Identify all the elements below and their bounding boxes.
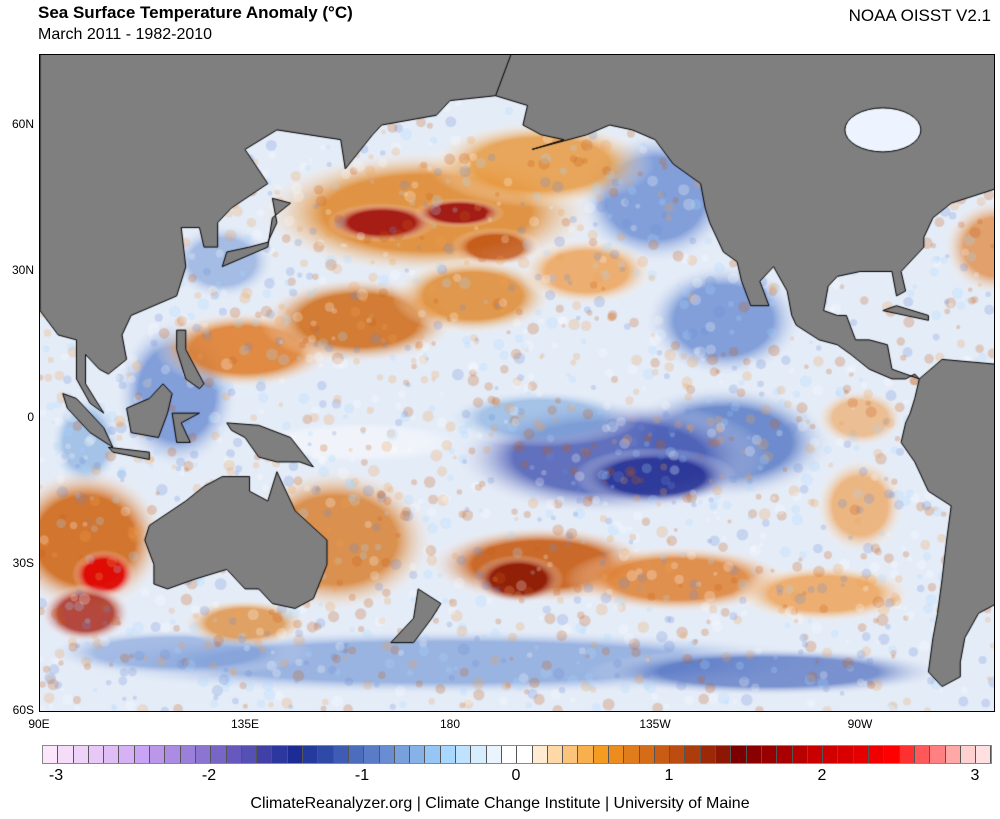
colorbar-swatch (318, 746, 334, 763)
colorbar-swatch (364, 746, 380, 763)
colorbar-swatch (853, 746, 870, 763)
colorbar-swatch (624, 746, 640, 763)
lon-label-90w: 90W (847, 717, 873, 731)
colorbar-swatch (884, 746, 900, 763)
colorbar-swatch (685, 746, 701, 763)
colorbar-swatch (73, 746, 89, 763)
colorbar-swatch (226, 746, 242, 763)
lon-label-90e: 90E (28, 717, 50, 731)
colorbar-swatch (425, 746, 441, 763)
lat-label-0: 0 (27, 410, 34, 424)
colorbar-swatch (578, 746, 594, 763)
colorbar-swatch (471, 746, 487, 763)
colorbar-swatch (517, 746, 533, 763)
colorbar-swatch (593, 746, 609, 763)
colorbar-swatch (43, 746, 59, 763)
colorbar-swatch (58, 746, 74, 763)
colorbar-swatch (716, 746, 732, 763)
dataset-label: NOAA OISST V2.1 (848, 6, 991, 25)
colorbar-swatch (930, 746, 946, 763)
colorbar-swatch (532, 746, 548, 763)
colorbar-label: -1 (354, 767, 370, 784)
colorbar (42, 745, 993, 764)
colorbar-swatch (608, 746, 625, 763)
colorbar-swatch (869, 746, 885, 763)
colorbar-swatch (899, 746, 915, 763)
colorbar-swatch (746, 746, 762, 763)
colorbar-swatch (348, 746, 365, 763)
colorbar-swatch (88, 746, 105, 763)
colorbar-swatch (976, 746, 992, 763)
colorbar-swatch (838, 746, 854, 763)
colorbar-swatch (195, 746, 212, 763)
credits-footer: ClimateReanalyzer.org | Climate Change I… (250, 795, 750, 812)
colorbar-swatch (823, 746, 839, 763)
lon-label-135e: 135E (230, 717, 260, 731)
colorbar-swatch (119, 746, 135, 763)
map-subtitle: March 2011 - 1982-2010 (38, 26, 213, 43)
colorbar-label: -2 (201, 767, 217, 784)
colorbar-swatch (960, 746, 977, 763)
sst-anomaly-map (39, 54, 995, 712)
colorbar-label: 1 (664, 767, 674, 784)
colorbar-swatch (241, 746, 258, 763)
lon-label-135w: 135W (639, 717, 671, 731)
colorbar-swatch (792, 746, 808, 763)
colorbar-swatch (104, 746, 120, 763)
colorbar-swatch (639, 746, 655, 763)
lon-label-180: 180 (439, 717, 461, 731)
colorbar-swatch (700, 746, 717, 763)
colorbar-swatch (731, 746, 747, 763)
colorbar-swatch (945, 746, 961, 763)
colorbar-swatch (654, 746, 671, 763)
colorbar-swatch (333, 746, 349, 763)
colorbar-swatch (257, 746, 273, 763)
colorbar-swatch (410, 746, 426, 763)
colorbar-swatch (272, 746, 288, 763)
colorbar-swatch (670, 746, 686, 763)
colorbar-swatch (807, 746, 824, 763)
colorbar-swatch (379, 746, 395, 763)
lat-label-30s: 30S (12, 556, 34, 570)
colorbar-label: 3 (970, 767, 980, 784)
lat-label-30n: 30N (11, 263, 34, 277)
colorbar-swatch (180, 746, 196, 763)
lat-label-60n: 60N (11, 117, 34, 131)
colorbar-label: 0 (511, 767, 521, 784)
colorbar-swatch (777, 746, 793, 763)
colorbar-swatch (563, 746, 579, 763)
lat-label-60s: 60S (12, 703, 34, 717)
colorbar-swatch (394, 746, 411, 763)
map-title: Sea Surface Temperature Anomaly (°C) (38, 3, 353, 22)
colorbar-swatch (287, 746, 304, 763)
colorbar-label: 2 (817, 767, 827, 784)
colorbar-swatch (440, 746, 457, 763)
colorbar-swatch (134, 746, 151, 763)
colorbar-label: -3 (48, 767, 64, 784)
colorbar-swatch (165, 746, 181, 763)
colorbar-swatch (303, 746, 319, 763)
colorbar-swatch (501, 746, 518, 763)
colorbar-swatch (761, 746, 778, 763)
colorbar-swatch (211, 746, 227, 763)
colorbar-swatch (914, 746, 931, 763)
colorbar-swatch (150, 746, 166, 763)
colorbar-swatch (456, 746, 472, 763)
colorbar-swatch (547, 746, 564, 763)
colorbar-swatch (486, 746, 502, 763)
